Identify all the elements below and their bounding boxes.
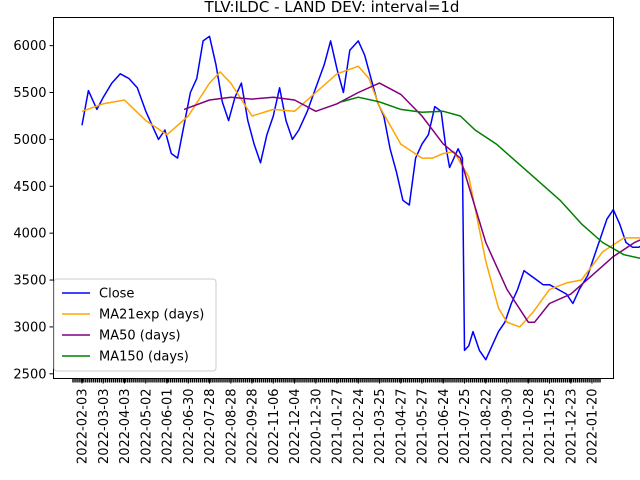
legend-entry: MA21exp (days) — [99, 308, 204, 323]
x-tick-label: 2022-06-30 — [182, 389, 197, 465]
series-line-2 — [183, 82, 640, 323]
series-layer — [81, 35, 640, 361]
y-tick-label: 5000 — [13, 133, 46, 148]
y-tick-label: 6000 — [13, 39, 46, 54]
x-tick-label: 2021-10-28 — [522, 389, 537, 465]
x-tick-label: 2022-11-06 — [267, 389, 282, 465]
y-axis: 2500 3000 3500 4000 4500 5000 5500 6000 — [13, 39, 54, 382]
x-tick-label: 2021-05-27 — [416, 389, 431, 465]
y-tick-label: 5500 — [13, 86, 46, 101]
x-tick-label: 2022-06-01 — [161, 389, 176, 465]
x-axis: 2022-02-03 2022-03-03 2022-04-03 2022-05-02… — [72, 378, 601, 465]
x-tick-label: 2021-08-22 — [479, 389, 494, 465]
x-tick-label: 2022-03-03 — [97, 389, 112, 465]
legend-entry: Close — [99, 287, 134, 302]
series-line-1 — [81, 65, 640, 328]
x-tick-label: 2021-04-27 — [394, 389, 409, 465]
chart-title: TLV:ILDC - LAND DEV: interval=1d — [204, 0, 460, 16]
y-tick-label: 3000 — [13, 320, 46, 335]
y-tick-label: 3500 — [13, 274, 46, 289]
series-line-0 — [81, 35, 640, 361]
y-tick-label: 4000 — [13, 227, 46, 242]
legend: Close MA21exp (days) MA50 (days) MA150 (day… — [53, 278, 217, 372]
legend-entry: MA150 (days) — [99, 350, 189, 365]
x-tick-label: 2021-12-23 — [564, 389, 579, 465]
x-tick-label: 2021-09-30 — [501, 389, 516, 465]
x-tick-label: 2022-02-03 — [76, 389, 91, 465]
x-tick-label: 2022-07-28 — [203, 389, 218, 465]
x-tick-label: 2021-01-27 — [331, 389, 346, 465]
x-tick-label: 2021-02-24 — [352, 389, 367, 465]
y-tick-label: 4500 — [13, 180, 46, 195]
legend-box — [53, 278, 217, 372]
x-tick-label: 2021-11-25 — [543, 389, 558, 465]
y-tick-label: 2500 — [13, 367, 46, 382]
x-tick-label: 2022-09-28 — [246, 389, 261, 465]
x-tick-label: 2022-12-04 — [288, 389, 303, 465]
x-tick-label: 2022-05-02 — [139, 389, 154, 465]
series-line-3 — [341, 96, 640, 260]
x-tick-label: 2022-04-03 — [118, 389, 133, 465]
x-tick-label: 2022-01-20 — [586, 389, 601, 465]
legend-entry: MA50 (days) — [99, 329, 181, 344]
x-tick-label: 2021-06-24 — [437, 389, 452, 465]
x-tick-label: 2021-07-25 — [458, 389, 473, 465]
x-tick-label: 2020-12-30 — [309, 389, 324, 465]
x-tick-label: 2021-03-25 — [373, 389, 388, 465]
x-tick-label: 2022-08-28 — [224, 389, 239, 465]
plot-frame — [53, 17, 614, 379]
